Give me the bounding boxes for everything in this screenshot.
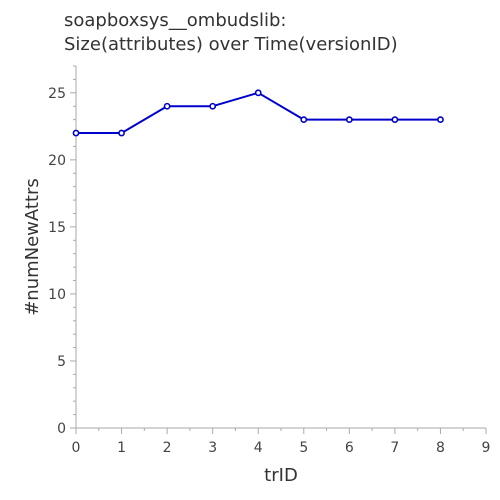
x-axis-ticks: 0 1 2 3 4 5 6 7 8 9 [72,428,491,456]
y-tick-label: 25 [48,86,66,102]
series-layer [72,89,444,137]
data-point [254,89,262,97]
x-tick-label: 9 [482,440,491,456]
x-tick-label: 5 [299,440,308,456]
series-line [76,91,441,135]
x-tick-label: 3 [208,440,217,456]
data-point [300,116,308,124]
data-point [391,116,399,124]
x-tick-label: 0 [72,440,81,456]
data-point [118,129,125,137]
y-tick-label: 0 [57,421,66,437]
y-tick-label: 5 [57,354,66,370]
y-tick-label: 10 [48,287,66,303]
data-point [345,116,353,124]
x-tick-label: 1 [117,440,126,456]
data-point [163,102,171,110]
x-tick-label: 2 [163,440,172,456]
chart-title-line-1: soapboxsys__ombudslib: [64,10,286,31]
y-tick-label: 15 [48,220,66,236]
x-tick-label: 7 [390,440,399,456]
data-point [209,102,217,110]
y-tick-label: 20 [48,153,66,169]
x-tick-label: 8 [436,440,445,456]
x-axis-label: trID [264,465,298,486]
y-axis-ticks: 0 5 10 15 20 25 [48,86,76,437]
y-axis-label: #numNewAttrs [22,178,43,316]
x-tick-label: 6 [345,440,354,456]
x-tick-label: 4 [254,440,263,456]
data-point [72,129,80,137]
data-point [437,116,444,124]
chart-title-line-2: Size(attributes) over Time(versionID) [64,34,398,55]
